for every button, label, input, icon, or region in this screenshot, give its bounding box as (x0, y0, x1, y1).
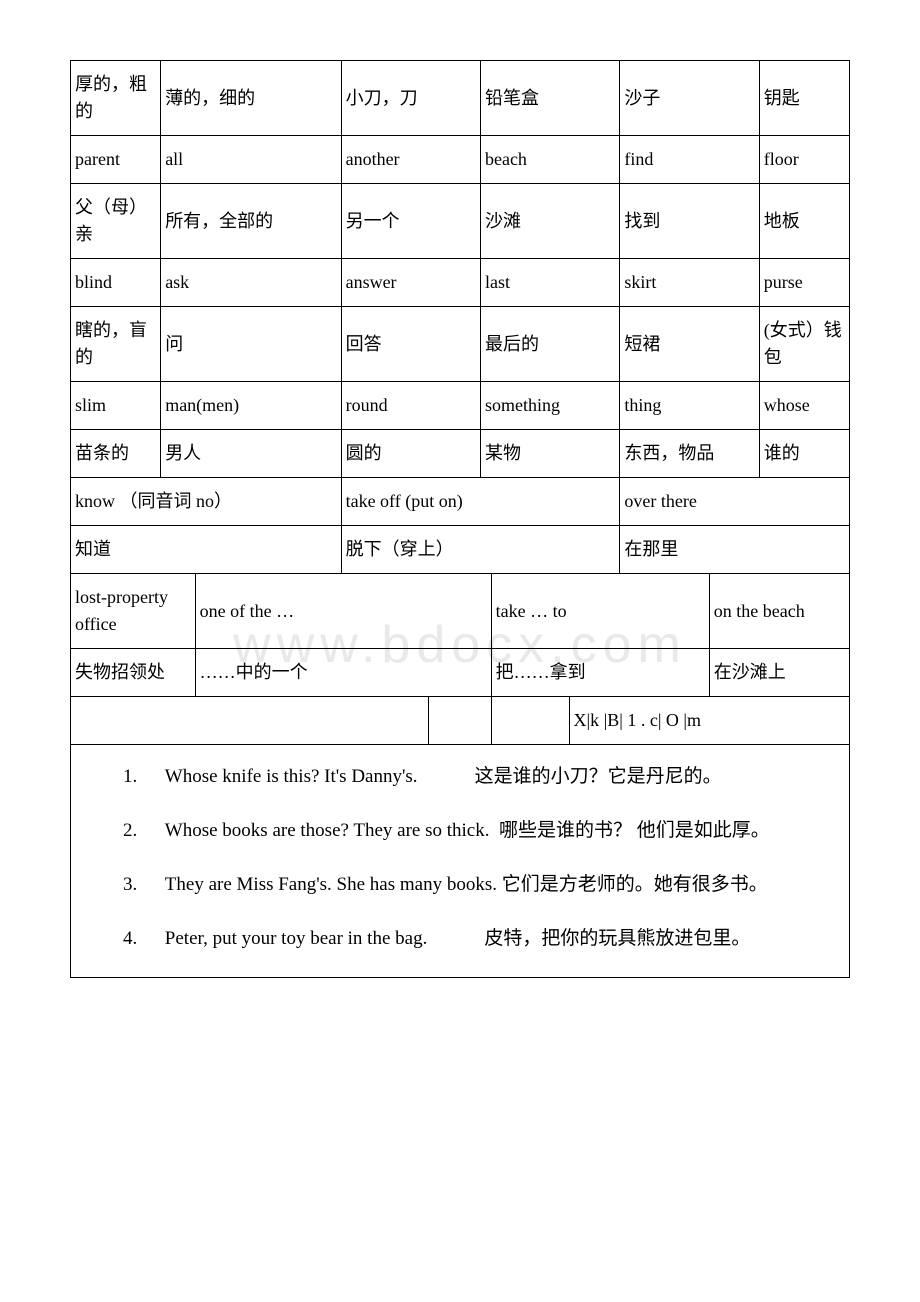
cell: 父（母）亲 (71, 184, 161, 259)
sentences-block: 1. Whose knife is this? It's Danny's.这是谁… (70, 745, 850, 978)
cell: beach (480, 136, 619, 184)
cell: 脱下（穿上） (341, 526, 620, 574)
page: www.bdocx.com 厚的，粗的 薄的，细的 小刀，刀 铅笔盒 沙子 钥匙… (0, 0, 920, 1038)
cell: 钥匙 (759, 61, 849, 136)
cell: 东西，物品 (620, 430, 759, 478)
cell: slim (71, 382, 161, 430)
table-row: 厚的，粗的 薄的，细的 小刀，刀 铅笔盒 沙子 钥匙 (71, 61, 850, 136)
cell: answer (341, 259, 480, 307)
cell: (女式）钱包 (759, 307, 849, 382)
table-row: 父（母）亲 所有，全部的 另一个 沙滩 找到 地板 (71, 184, 850, 259)
cell: 苗条的 (71, 430, 161, 478)
cell (491, 697, 569, 745)
cell: 男人 (161, 430, 341, 478)
cell: 知道 (71, 526, 342, 574)
cell: 地板 (759, 184, 849, 259)
cell: 谁的 (759, 430, 849, 478)
cell: ask (161, 259, 341, 307)
cell: last (480, 259, 619, 307)
table-row: parent all another beach find floor (71, 136, 850, 184)
cell: another (341, 136, 480, 184)
table-row: 失物招领处 ……中的一个 把……拿到 在沙滩上 (71, 649, 850, 697)
cell: 小刀，刀 (341, 61, 480, 136)
cell: one of the … (195, 574, 491, 649)
sentence-4: 4. Peter, put your toy bear in the bag.皮… (85, 921, 835, 957)
cell: take off (put on) (341, 478, 620, 526)
table-row: lost-property office one of the … take …… (71, 574, 850, 649)
cell: know （同音词 no） (71, 478, 342, 526)
cell: 在沙滩上 (709, 649, 849, 697)
cell: 把……拿到 (491, 649, 709, 697)
cell: find (620, 136, 759, 184)
cell: ……中的一个 (195, 649, 491, 697)
cell: 圆的 (341, 430, 480, 478)
cell: 瞎的，盲的 (71, 307, 161, 382)
cell: floor (759, 136, 849, 184)
cell: 所有，全部的 (161, 184, 341, 259)
cell: lost-property office (71, 574, 196, 649)
table-row: X|k |B| 1 . c| O |m (71, 697, 850, 745)
table-row: 苗条的 男人 圆的 某物 东西，物品 谁的 (71, 430, 850, 478)
cell: blind (71, 259, 161, 307)
sentence-3: 3. They are Miss Fang's. She has many bo… (85, 867, 835, 903)
cell (71, 697, 429, 745)
cell: 沙子 (620, 61, 759, 136)
cell: parent (71, 136, 161, 184)
vocab-table: 厚的，粗的 薄的，细的 小刀，刀 铅笔盒 沙子 钥匙 parent all an… (70, 60, 850, 574)
sentence-1: 1. Whose knife is this? It's Danny's.这是谁… (85, 759, 835, 795)
cell: X|k |B| 1 . c| O |m (569, 697, 849, 745)
cell: 问 (161, 307, 341, 382)
sentence-2: 2. Whose books are those? They are so th… (85, 813, 835, 849)
cell: whose (759, 382, 849, 430)
cell: thing (620, 382, 759, 430)
cell: 薄的，细的 (161, 61, 341, 136)
table-row: 知道 脱下（穿上） 在那里 (71, 526, 850, 574)
cell: over there (620, 478, 850, 526)
cell: 失物招领处 (71, 649, 196, 697)
cell: 最后的 (480, 307, 619, 382)
vocab-table-2: lost-property office one of the … take …… (70, 574, 850, 745)
cell: 找到 (620, 184, 759, 259)
cell: 另一个 (341, 184, 480, 259)
cell: take … to (491, 574, 709, 649)
cell: 回答 (341, 307, 480, 382)
cell: 铅笔盒 (480, 61, 619, 136)
table-row: 瞎的，盲的 问 回答 最后的 短裙 (女式）钱包 (71, 307, 850, 382)
table-row: blind ask answer last skirt purse (71, 259, 850, 307)
cell: man(men) (161, 382, 341, 430)
cell: all (161, 136, 341, 184)
cell: 某物 (480, 430, 619, 478)
cell: round (341, 382, 480, 430)
cell (429, 697, 491, 745)
cell: something (480, 382, 619, 430)
cell: 厚的，粗的 (71, 61, 161, 136)
table-row: slim man(men) round something thing whos… (71, 382, 850, 430)
cell: on the beach (709, 574, 849, 649)
cell: 沙滩 (480, 184, 619, 259)
cell: 在那里 (620, 526, 850, 574)
cell: skirt (620, 259, 759, 307)
cell: purse (759, 259, 849, 307)
table-row: know （同音词 no） take off (put on) over the… (71, 478, 850, 526)
cell: 短裙 (620, 307, 759, 382)
